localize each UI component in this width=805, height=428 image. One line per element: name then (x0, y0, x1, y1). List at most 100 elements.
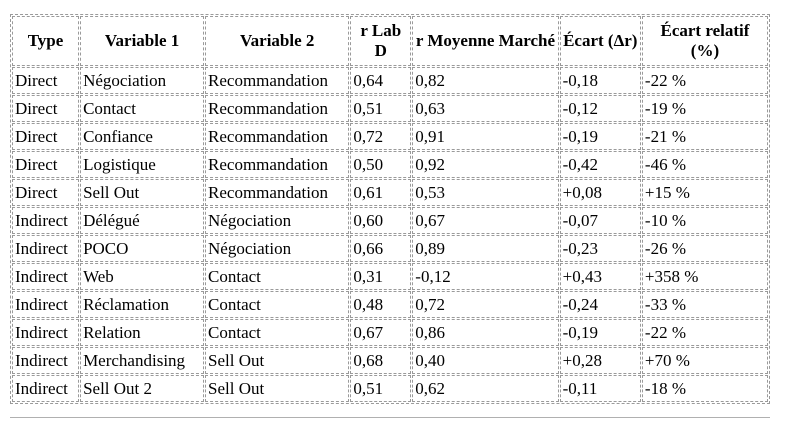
table-cell: Négociation (80, 67, 205, 94)
table-cell: 0,48 (350, 291, 412, 318)
table-cell: 0,82 (412, 67, 559, 94)
table-cell: Recommandation (205, 151, 350, 178)
table-cell: 0,64 (350, 67, 412, 94)
table-cell: -19 % (641, 95, 768, 122)
column-header: Écart relatif (%) (641, 16, 768, 66)
table-cell: 0,62 (412, 375, 559, 402)
table-cell: Direct (12, 95, 80, 122)
table-cell: Indirect (12, 319, 80, 346)
table-cell: Délégué (80, 207, 205, 234)
table-cell: +358 % (641, 263, 768, 290)
table-row: Indirect Délégué Négociation 0,60 0,67 -0,07-… (12, 207, 768, 234)
table-cell: 0,92 (412, 151, 559, 178)
table-cell: -0,18 (559, 67, 641, 94)
table-cell: Contact (205, 291, 350, 318)
table-cell: 0,72 (412, 291, 559, 318)
table-cell: 0,68 (350, 347, 412, 374)
table-cell: Indirect (12, 207, 80, 234)
table-cell: Contact (205, 319, 350, 346)
table-cell: 0,89 (412, 235, 559, 262)
table-cell: Logistique (80, 151, 205, 178)
table-row: Indirect Sell Out 2 Sell Out 0,51 0,62 -0,11-… (12, 375, 768, 402)
column-header: r Moyenne Marché (412, 16, 559, 66)
table-cell: Indirect (12, 235, 80, 262)
table-cell: Recommandation (205, 123, 350, 150)
table-cell: 0,50 (350, 151, 412, 178)
table-cell: 0,53 (412, 179, 559, 206)
table-cell: -22 % (641, 319, 768, 346)
table-cell: 0,40 (412, 347, 559, 374)
table-cell: 0,31 (350, 263, 412, 290)
table-cell: Contact (205, 263, 350, 290)
column-header: Variable 1 (80, 16, 205, 66)
table-cell: 0,51 (350, 375, 412, 402)
table-cell: Direct (12, 123, 80, 150)
table-cell: Contact (80, 95, 205, 122)
table-cell: Sell Out (80, 179, 205, 206)
table-cell: 0,86 (412, 319, 559, 346)
table-row: Direct Logistique Recommandation 0,50 0,92 -0… (12, 151, 768, 178)
table-cell: -46 % (641, 151, 768, 178)
table-cell: POCO (80, 235, 205, 262)
table-cell: -0,12 (412, 263, 559, 290)
table-cell: -21 % (641, 123, 768, 150)
table-cell: Direct (12, 67, 80, 94)
table-body: Direct Négociation Recommandation 0,64 0,82-… (12, 67, 768, 402)
table-cell: 0,66 (350, 235, 412, 262)
table-row: Indirect Web Contact 0,31 -0,12 +0,43 +358 % (12, 263, 768, 290)
table-cell: Recommandation (205, 95, 350, 122)
table-row: Indirect Merchandising Sell Out 0,68 0,40 +0,… (12, 347, 768, 374)
table-cell: Indirect (12, 347, 80, 374)
table-cell: +15 % (641, 179, 768, 206)
table-cell: Négociation (205, 235, 350, 262)
table-cell: +0,28 (559, 347, 641, 374)
table-cell: Web (80, 263, 205, 290)
column-header: Variable 2 (205, 16, 350, 66)
column-header: Écart (Δr) (559, 16, 641, 66)
table-cell: -0,19 (559, 123, 641, 150)
table-cell: -0,23 (559, 235, 641, 262)
table-cell: 0,60 (350, 207, 412, 234)
table-cell: -26 % (641, 235, 768, 262)
table-cell: -0,11 (559, 375, 641, 402)
table-cell: Recommandation (205, 67, 350, 94)
table-cell: +0,08 (559, 179, 641, 206)
table-cell: 0,72 (350, 123, 412, 150)
table-cell: 0,91 (412, 123, 559, 150)
table-cell: Indirect (12, 263, 80, 290)
table-row: Indirect POCO Négociation 0,66 0,89 -0,23 -26 … (12, 235, 768, 262)
table-cell: Direct (12, 151, 80, 178)
table-cell: -18 % (641, 375, 768, 402)
table-cell: -0,24 (559, 291, 641, 318)
table-cell: -33 % (641, 291, 768, 318)
table-cell: 0,67 (412, 207, 559, 234)
table-cell: -0,07 (559, 207, 641, 234)
table-cell: Confiance (80, 123, 205, 150)
table-cell: Sell Out (205, 347, 350, 374)
table-cell: 0,51 (350, 95, 412, 122)
table-cell: Relation (80, 319, 205, 346)
horizontal-rule (10, 417, 770, 418)
table-cell: Merchandising (80, 347, 205, 374)
table-cell: -10 % (641, 207, 768, 234)
table-row: Indirect Relation Contact 0,67 0,86 -0,19 -22 … (12, 319, 768, 346)
table-cell: 0,61 (350, 179, 412, 206)
table-cell: Négociation (205, 207, 350, 234)
table-cell: Sell Out 2 (80, 375, 205, 402)
table-cell: Direct (12, 179, 80, 206)
column-header: Type (12, 16, 80, 66)
table-row: Direct Contact Recommandation 0,51 0,63 -0,12… (12, 95, 768, 122)
table-cell: -0,42 (559, 151, 641, 178)
table-cell: -0,19 (559, 319, 641, 346)
table-cell: -22 % (641, 67, 768, 94)
table-cell: Indirect (12, 291, 80, 318)
table-cell: 0,67 (350, 319, 412, 346)
table-row: Direct Négociation Recommandation 0,64 0,82-… (12, 67, 768, 94)
table-cell: Réclamation (80, 291, 205, 318)
table-cell: +0,43 (559, 263, 641, 290)
table-cell: +70 % (641, 347, 768, 374)
table-cell: 0,63 (412, 95, 559, 122)
